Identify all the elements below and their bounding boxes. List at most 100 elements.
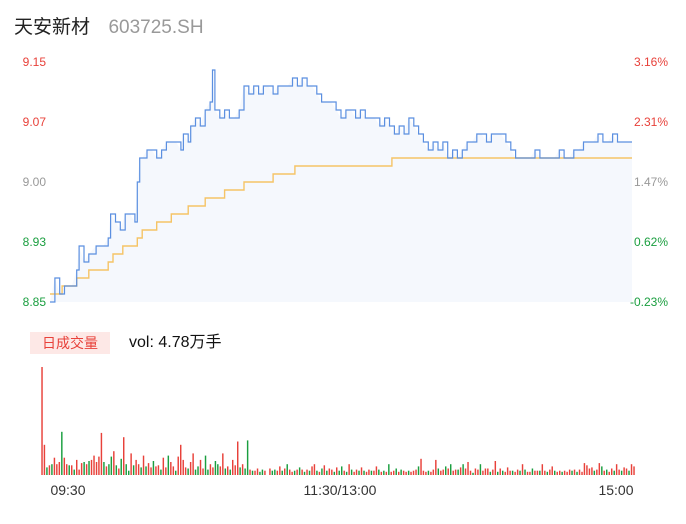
volume-bar <box>343 470 345 475</box>
volume-bar <box>378 469 380 475</box>
volume-bar <box>46 467 48 475</box>
volume-bar <box>219 466 222 475</box>
volume-bar <box>452 470 454 475</box>
stock-code: 603725.SH <box>108 17 204 38</box>
volume-bar <box>142 455 145 475</box>
volume-bar <box>93 455 95 475</box>
volume-bar <box>620 470 623 475</box>
volume-bar <box>254 470 256 475</box>
volume-bar <box>71 465 73 475</box>
volume-bar <box>237 441 239 475</box>
volume-bar <box>279 466 281 475</box>
volume-bar <box>633 466 635 475</box>
volume-bar <box>345 471 348 475</box>
percent-tick-label: 1.47% <box>634 175 668 189</box>
volume-bar <box>160 469 162 475</box>
volume-bar <box>539 470 541 475</box>
volume-bar <box>150 467 152 475</box>
volume-bar <box>289 469 291 475</box>
volume-bar <box>484 468 487 475</box>
volume-bar <box>192 453 194 475</box>
time-tick-label: 15:00 <box>598 482 633 498</box>
volume-bar <box>576 471 578 475</box>
volume-bar <box>435 459 437 475</box>
volume-bar <box>167 455 170 475</box>
volume-bar <box>425 471 427 475</box>
volume-bar <box>194 469 197 475</box>
volume-bar <box>58 462 61 475</box>
volume-bar <box>76 459 78 475</box>
volume-bar <box>454 469 457 475</box>
percent-tick-label: -0.23% <box>630 295 668 309</box>
volume-bar <box>145 466 147 475</box>
percent-tick-label: 0.62% <box>634 235 668 249</box>
volume-bar <box>482 470 484 475</box>
volume-bar <box>437 468 440 475</box>
volume-bar <box>246 440 249 475</box>
volume-bar <box>301 469 303 475</box>
volume-bar <box>544 470 546 475</box>
volume-bar <box>56 464 58 475</box>
volume-bar <box>442 469 444 475</box>
volume-bar <box>571 470 573 475</box>
volume-bar <box>63 457 66 475</box>
volume-bar <box>591 467 593 475</box>
volume-tag[interactable]: 日成交量 <box>30 332 110 354</box>
volume-bar <box>100 432 103 475</box>
volume-bar <box>333 471 336 475</box>
volume-bar <box>477 469 479 475</box>
volume-bar <box>492 469 494 475</box>
volume-bar <box>561 471 563 475</box>
volume-bar <box>593 470 596 475</box>
volume-bar <box>311 466 313 475</box>
volume-bar <box>232 459 234 475</box>
volume-bar <box>573 469 576 475</box>
volume-bar <box>118 468 120 475</box>
volume-bar <box>457 469 459 475</box>
volume-bar <box>440 470 442 475</box>
volume-bar <box>358 470 360 475</box>
volume-bar <box>184 467 187 475</box>
volume-bar <box>598 463 601 475</box>
volume-bar <box>276 470 279 475</box>
volume-bar <box>588 468 591 475</box>
volume-bar <box>261 469 264 475</box>
volume-bar <box>155 466 157 475</box>
volume-bar <box>393 470 395 475</box>
volume-bar <box>217 464 219 475</box>
volume-bar <box>427 470 430 475</box>
volume-bar <box>187 468 189 475</box>
volume-bar <box>363 470 365 475</box>
volume-bar <box>415 469 417 475</box>
volume-bar <box>323 465 326 475</box>
volume-bar <box>291 471 293 475</box>
volume-bar <box>259 471 261 475</box>
volume-bar <box>326 470 328 475</box>
volume-bar <box>383 470 385 475</box>
volume-bar <box>85 464 88 475</box>
volume-bar <box>336 467 338 475</box>
volume-bar <box>140 467 142 475</box>
volume-bars <box>41 367 635 475</box>
volume-bar <box>516 469 519 475</box>
volume-bar <box>350 469 353 475</box>
volume-bar <box>566 471 568 475</box>
volume-bar <box>630 464 633 475</box>
percent-axis: 3.16% 2.31% 1.47% 0.62% -0.23% <box>630 55 668 309</box>
volume-bar <box>526 471 529 475</box>
volume-bar <box>281 470 283 475</box>
volume-bar <box>447 468 449 475</box>
volume-bar <box>534 470 536 475</box>
price-tick-label: 8.85 <box>23 295 47 309</box>
volume-bar <box>370 470 373 475</box>
volume-bar <box>328 468 331 475</box>
volume-bar <box>125 464 127 475</box>
volume-bar <box>132 465 135 475</box>
volume-bar <box>583 463 586 475</box>
volume-bar <box>120 458 122 475</box>
volume-bar <box>286 464 288 475</box>
volume-bar <box>88 461 90 475</box>
volume-bar <box>321 468 323 475</box>
volume-bar <box>90 459 93 475</box>
